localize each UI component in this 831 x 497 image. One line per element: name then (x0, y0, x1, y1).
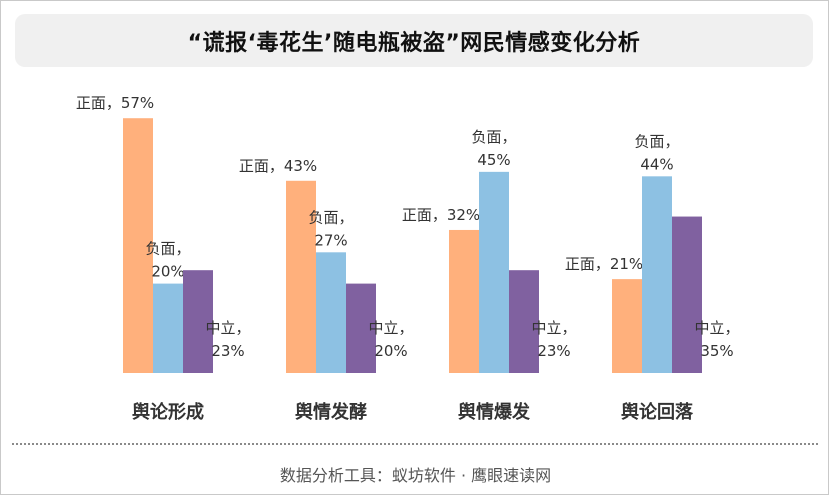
category-label: 舆情发酵 (295, 401, 367, 423)
bar-positive (286, 180, 316, 373)
bar-negative (642, 176, 672, 373)
bar-positive (123, 118, 153, 374)
data-label-positive: 正面，21% (565, 255, 643, 273)
bar-neutral (672, 216, 702, 373)
data-label-negative: 负面， 45% (471, 128, 516, 169)
bar-negative (316, 252, 346, 373)
bar-negative (153, 283, 183, 373)
bar-chart: 正面，57% 负面， 20% 中立， 23% 舆论形成 正面，43% 负面， 27% 中立， 20%… (76, 94, 740, 423)
title-bar: “谎报‘毒花生’随电瓶被盗”网民情感变化分析 (15, 14, 813, 67)
category-label: 舆论回落 (621, 401, 694, 423)
chart-title: “谎报‘毒花生’随电瓶被盗”网民情感变化分析 (187, 30, 641, 56)
bar-neutral (183, 270, 213, 373)
data-label-neutral: 中立， 20% (368, 319, 413, 360)
data-label-positive: 正面，32% (402, 206, 480, 224)
data-label-neutral: 中立， 35% (694, 319, 739, 360)
bar-positive (612, 279, 642, 373)
data-label-negative: 负面， 27% (308, 208, 353, 249)
bar-negative (479, 171, 509, 373)
data-label-positive: 正面，43% (239, 157, 317, 175)
bar-neutral (346, 283, 376, 373)
footer-divider (12, 443, 818, 445)
data-label-negative: 负面， 44% (634, 132, 679, 173)
data-label-neutral: 中立， 23% (531, 319, 576, 360)
data-label-neutral: 中立， 23% (205, 319, 250, 360)
footer-credit: 数据分析工具：蚁坊软件 · 鹰眼速读网 (279, 466, 552, 485)
category-label: 舆论形成 (132, 401, 204, 423)
data-label-negative: 负面， 20% (145, 240, 190, 281)
data-label-positive: 正面，57% (76, 94, 154, 112)
bar-positive (449, 229, 479, 373)
category-label: 舆情爆发 (458, 401, 531, 423)
bar-neutral (509, 270, 539, 373)
